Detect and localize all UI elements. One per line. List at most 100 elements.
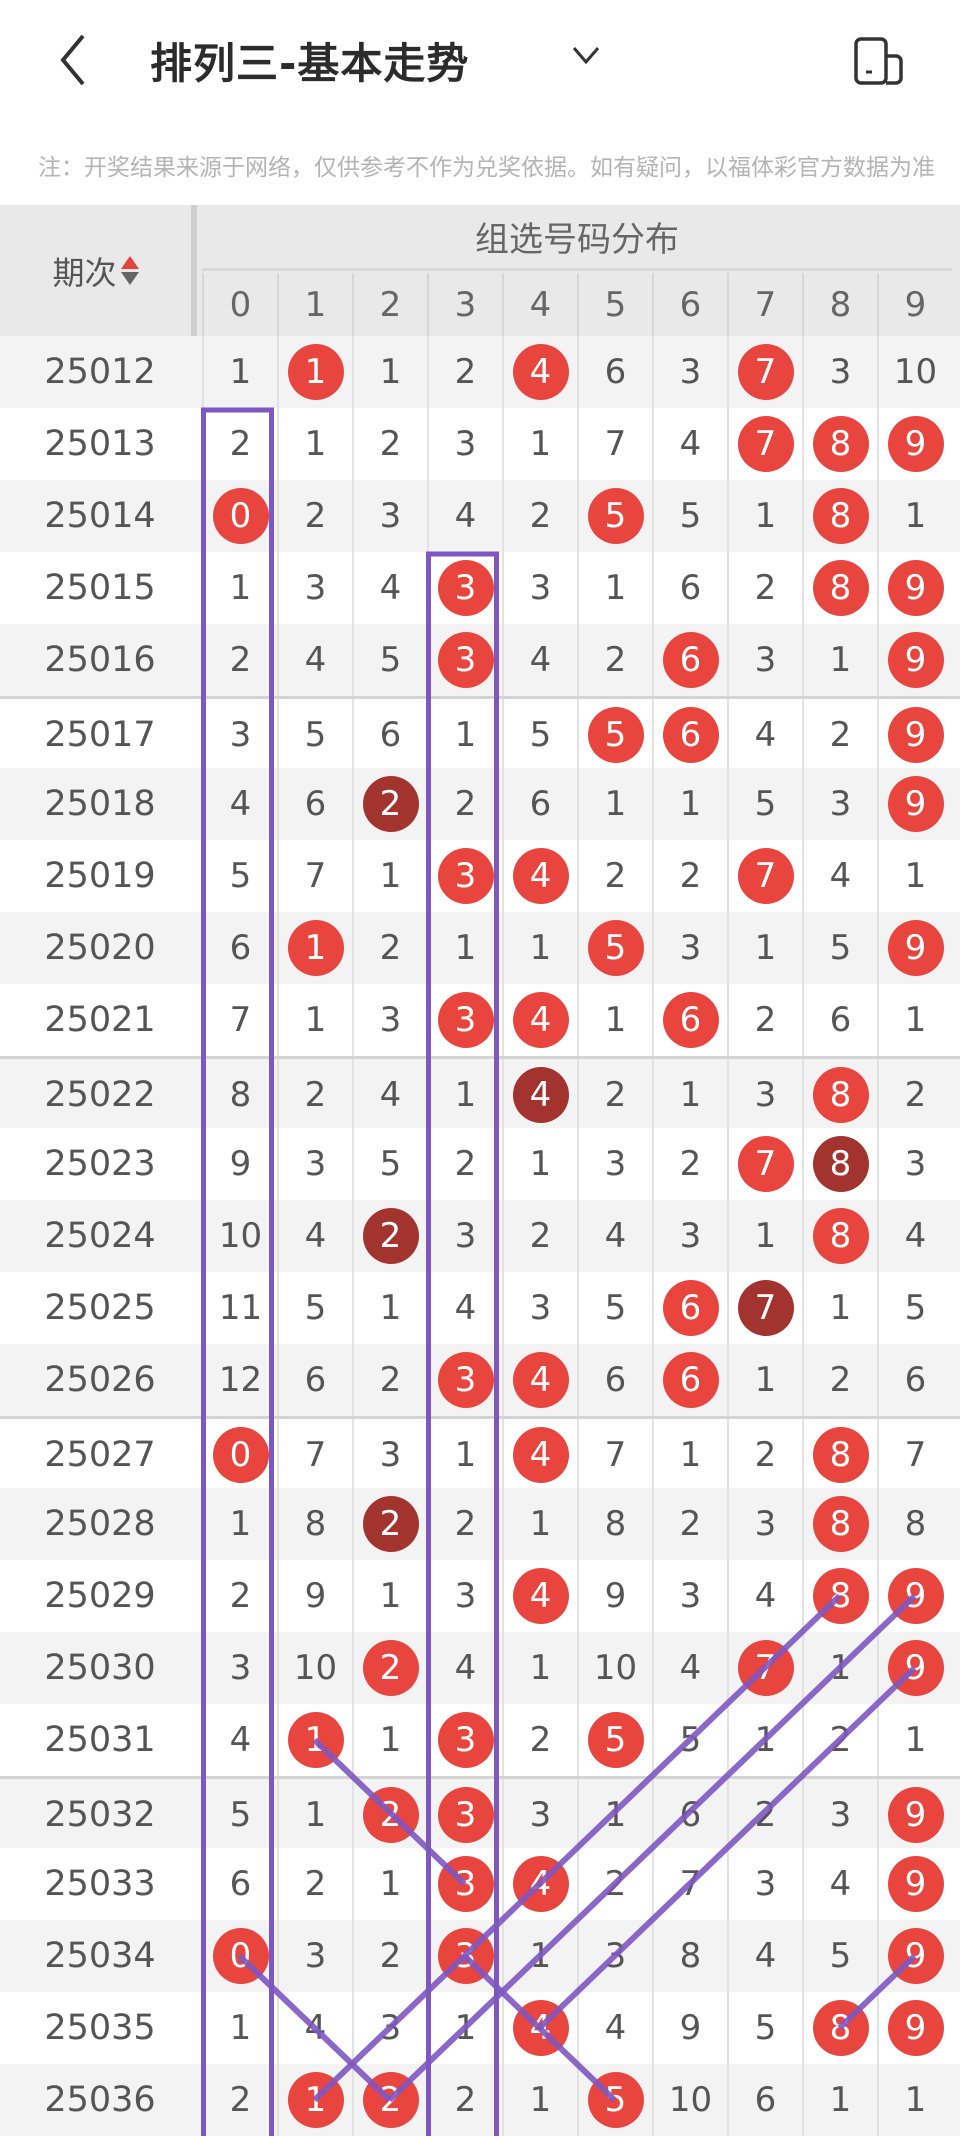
table-row: 25012 1 1 1 2 4 6 3 7 3 10 (0, 336, 960, 408)
miss-count-cell: 10 (277, 1632, 352, 1704)
miss-count: 2 (304, 1075, 327, 1115)
miss-count: 5 (379, 640, 402, 680)
issue-number: 25027 (44, 1435, 156, 1475)
miss-count-cell: 10 (877, 336, 952, 408)
table-row: 25013 2 1 2 3 1 7 4 7 8 9 (0, 408, 960, 480)
hit-cell: 8 (802, 1419, 877, 1491)
miss-count-cell: 2 (577, 1848, 652, 1920)
hit-cell: 8 (802, 552, 877, 624)
hit-cell: 4 (502, 984, 577, 1056)
hit-cell: 8 (802, 408, 877, 480)
hit-cell: 0 (202, 1419, 277, 1491)
miss-count: 3 (379, 496, 402, 536)
miss-count-cell: 5 (802, 1920, 877, 1992)
miss-count: 1 (379, 1576, 402, 1616)
miss-count-cell: 4 (727, 1560, 802, 1632)
miss-count-cell: 3 (277, 552, 352, 624)
miss-count: 4 (829, 856, 852, 896)
miss-count: 5 (229, 856, 252, 896)
miss-count: 3 (529, 1288, 552, 1328)
miss-count: 2 (229, 2080, 252, 2120)
miss-count: 8 (304, 1504, 327, 1544)
hit-ball: 9 (887, 1856, 944, 1912)
hit-cell: 2 (352, 768, 427, 840)
miss-count: 6 (604, 1360, 627, 1400)
issue-number: 25015 (44, 568, 156, 608)
miss-count: 5 (754, 2008, 777, 2048)
miss-count: 10 (893, 352, 938, 392)
miss-count-cell: 1 (727, 1704, 802, 1776)
hit-ball: 1 (287, 1712, 344, 1768)
issue-column-header[interactable]: 期次 (0, 205, 197, 336)
miss-count: 6 (229, 1864, 252, 1904)
hit-cell: 8 (802, 1488, 877, 1560)
miss-count-cell: 1 (352, 336, 427, 408)
miss-count-cell: 2 (277, 1848, 352, 1920)
miss-count: 9 (229, 1144, 252, 1184)
miss-count: 2 (454, 1144, 477, 1184)
hit-cell: 5 (577, 699, 652, 771)
issue-number: 25031 (44, 1720, 156, 1760)
hit-ball: 3 (437, 1856, 494, 1912)
miss-count: 3 (529, 1795, 552, 1835)
sort-icon[interactable] (120, 256, 139, 285)
issue-number: 25023 (44, 1144, 156, 1184)
page-title[interactable]: 排列三-基本走势 (150, 39, 470, 88)
hit-cell: 9 (877, 1632, 952, 1704)
miss-count-cell: 1 (652, 1059, 727, 1131)
issue-number: 25025 (44, 1288, 156, 1328)
hit-cell: 5 (577, 480, 652, 552)
digit-header: 0 (202, 273, 277, 336)
miss-count-cell: 8 (202, 1059, 277, 1131)
chevron-down-icon[interactable] (568, 40, 604, 70)
hit-ball: 4 (512, 2000, 569, 2056)
miss-count: 10 (218, 1216, 263, 1256)
miss-count: 2 (829, 1360, 852, 1400)
miss-count-cell: 3 (802, 1779, 877, 1851)
miss-count: 2 (454, 1504, 477, 1544)
miss-count: 2 (679, 1504, 702, 1544)
chevron-left-icon[interactable] (55, 30, 95, 90)
miss-count: 3 (304, 1936, 327, 1976)
miss-count: 4 (304, 1216, 327, 1256)
miss-count-cell: 1 (352, 1704, 427, 1776)
disclaimer-note: 注：开奖结果来源于网络，仅供参考不作为兑奖依据。如有疑问，以福体彩官方数据为准 (38, 155, 935, 181)
miss-count: 7 (304, 856, 327, 896)
miss-count: 5 (304, 1288, 327, 1328)
miss-count-cell: 2 (802, 1344, 877, 1416)
miss-count: 4 (754, 1936, 777, 1976)
issue-number: 25032 (44, 1795, 156, 1835)
miss-count-cell: 5 (802, 912, 877, 984)
hit-ball: 2 (362, 1496, 419, 1552)
hit-cell: 0 (202, 480, 277, 552)
hit-cell: 8 (802, 480, 877, 552)
miss-count-cell: 12 (202, 1344, 277, 1416)
miss-count-cell: 2 (802, 699, 877, 771)
miss-count: 1 (304, 1795, 327, 1835)
device-switch-icon[interactable] (852, 36, 908, 86)
miss-count: 1 (604, 784, 627, 824)
digit-header: 6 (652, 273, 727, 336)
miss-count-cell: 1 (502, 912, 577, 984)
miss-count: 4 (304, 2008, 327, 2048)
miss-count: 5 (829, 1936, 852, 1976)
miss-count-cell: 3 (502, 552, 577, 624)
miss-count-cell: 1 (502, 408, 577, 480)
miss-count-cell: 1 (727, 912, 802, 984)
miss-count: 1 (829, 1648, 852, 1688)
miss-count: 1 (679, 1075, 702, 1115)
miss-count-cell: 1 (877, 480, 952, 552)
miss-count-cell: 1 (352, 1848, 427, 1920)
hit-cell: 3 (427, 1920, 502, 1992)
miss-count: 1 (304, 1000, 327, 1040)
miss-count: 3 (604, 1144, 627, 1184)
miss-count: 6 (529, 784, 552, 824)
miss-count: 5 (679, 496, 702, 536)
miss-count: 7 (304, 1435, 327, 1475)
hit-cell: 2 (352, 1200, 427, 1272)
miss-count-cell: 1 (202, 552, 277, 624)
hit-ball: 7 (737, 848, 794, 904)
hit-ball: 3 (437, 848, 494, 904)
miss-count-cell: 5 (652, 1704, 727, 1776)
miss-count-cell: 2 (727, 1779, 802, 1851)
